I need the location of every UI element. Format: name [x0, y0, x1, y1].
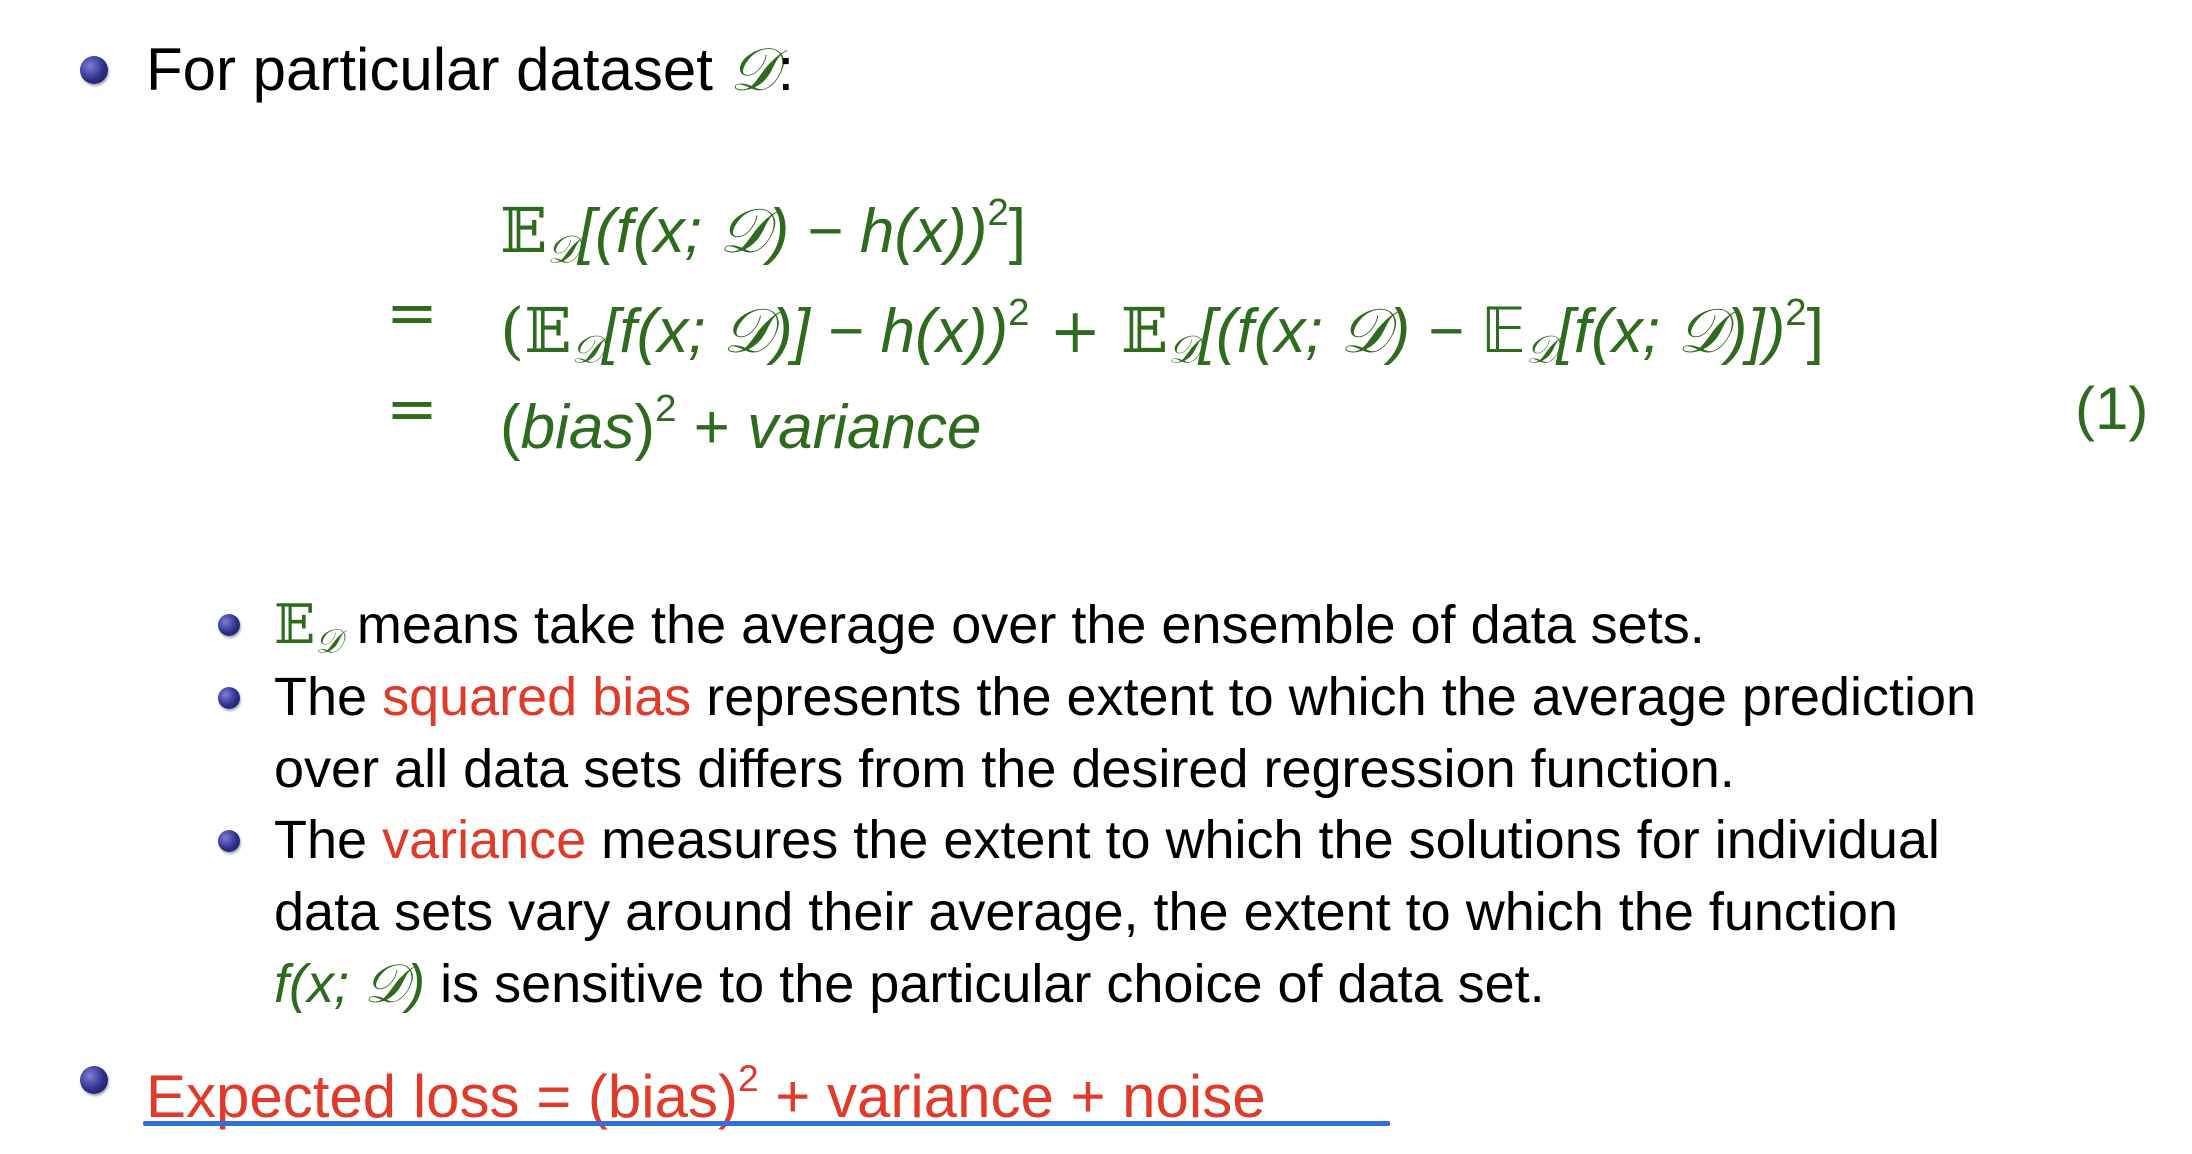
variance-highlight: variance — [382, 810, 587, 870]
bullet1-text: For particular dataset 𝒟: — [146, 40, 794, 101]
sub-bullet-marker-icon — [218, 830, 240, 852]
sub-bullet-2-line-1: The squared bias represents the extent t… — [274, 667, 1977, 727]
dataset-symbol: 𝒟 — [729, 35, 778, 105]
sub-bullet-2-line-2: over all data sets differs from the desi… — [274, 739, 1735, 799]
equation-number: (1) — [2075, 375, 2149, 442]
bullet-marker-icon — [80, 1066, 108, 1094]
squared-bias-highlight: squared bias — [382, 667, 692, 727]
bullet-marker-icon — [80, 56, 108, 84]
bullet1-colon: : — [777, 36, 795, 103]
expected-loss-text: Expected loss = (bias)2 + variance + noi… — [146, 1057, 1266, 1131]
equation-line-2-equals: = — [386, 276, 438, 349]
expected-loss-underline — [143, 1121, 1390, 1126]
function-expression: f(x; 𝒟) — [274, 954, 426, 1014]
equation-line-1: 𝔼𝒟[(f(x; 𝒟) − h(x))2] — [500, 191, 1026, 273]
bullet1-label: For particular dataset — [146, 36, 730, 103]
equation-line-3: (bias)2 + variance — [500, 387, 982, 462]
sub-bullet-marker-icon — [218, 614, 240, 636]
sub-bullet-3-line-3: f(x; 𝒟) is sensitive to the particular c… — [274, 954, 1545, 1014]
sub-bullet-marker-icon — [218, 687, 240, 709]
equation-line-3-equals: = — [386, 372, 438, 445]
sub-bullet-1-text: 𝔼𝒟 means take the average over the ensem… — [274, 593, 1705, 661]
sub-bullet-3-line-1: The variance measures the extent to whic… — [274, 810, 1940, 870]
equation-line-2: (𝔼𝒟[f(x; 𝒟)] − h(x))2 + 𝔼𝒟[(f(x; 𝒟) − 𝔼𝒟… — [500, 291, 1824, 373]
expectation-symbol: 𝔼 — [274, 593, 316, 656]
sub-bullet-3-line-2: data sets vary around their average, the… — [274, 882, 1898, 942]
